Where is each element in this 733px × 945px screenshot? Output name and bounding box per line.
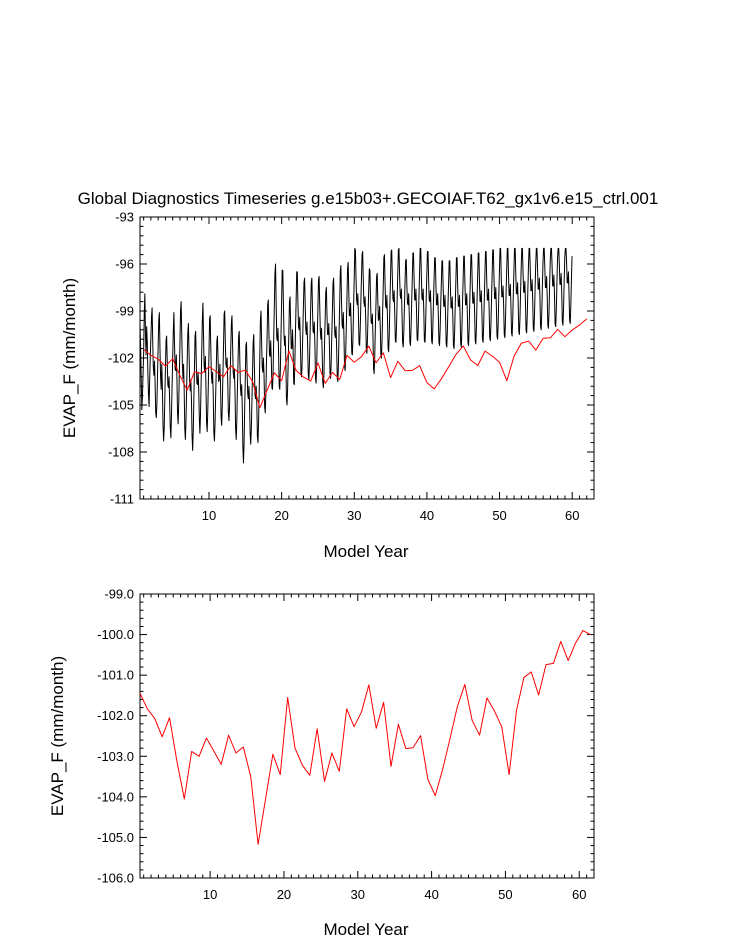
y-tick-label: -102.0 [97,708,134,723]
x-tick-label: 30 [351,887,365,902]
x-tick-label: 10 [202,508,216,523]
x-tick-label: 40 [424,887,438,902]
y-tick-label: -108 [108,445,134,460]
x-tick-label: 60 [572,887,586,902]
y-tick-label: -105 [108,398,134,413]
y-tick-label: -111 [110,492,134,507]
y-tick-label: -99 [115,304,134,319]
y-tick-label: -101.0 [97,668,134,683]
y-tick-label: -102 [108,351,134,366]
series-group [139,247,588,464]
series-group [139,630,591,845]
x-axis-label: Model Year [323,920,408,939]
y-ticks: -93 -96 -99 -102 -105 -108 -111 [108,210,594,507]
chart-title: Global Diagnostics Timeseries g.e15b03+.… [78,189,659,208]
y-tick-label: -106.0 [97,871,134,886]
y-tick-label: -104.0 [97,789,134,804]
x-tick-label: 60 [565,508,579,523]
x-axis-label: Model Year [323,542,408,561]
x-tick-label: 50 [492,508,506,523]
y-tick-label: -103.0 [97,749,134,764]
series-line-annual-mean [139,630,591,845]
x-tick-label: 30 [347,508,361,523]
plot-frame [139,216,595,500]
x-tick-label: 40 [420,508,434,523]
y-tick-label: -105.0 [97,830,134,845]
series-line-monthly [139,247,573,464]
series-line-annual-mean [143,318,588,409]
x-ticks: 10 20 30 40 50 60 [143,217,595,523]
plot-frame [139,593,595,879]
x-tick-label: 20 [274,508,288,523]
x-tick-label: 50 [498,887,512,902]
plot-top: -93 -96 -99 -102 -105 -108 -111 10 20 30 40 50 60 [108,210,595,523]
y-axis-label: EVAP_F (mm/month) [48,656,67,816]
plot-bottom: -99.0 -100.0 -101.0 -102.0 -103.0 -104.0 -105.… [97,587,595,902]
y-ticks: -99.0 -100.0 -101.0 -102.0 -103.0 -104.0 -105.… [97,587,594,886]
x-tick-label: 10 [203,887,217,902]
y-tick-label: -93 [115,210,134,225]
y-axis-label: EVAP_F (mm/month) [60,278,79,438]
x-tick-label: 20 [277,887,291,902]
y-tick-label: -96 [115,257,134,272]
x-ticks: 10 20 30 40 50 60 [143,594,595,902]
y-tick-label: -100.0 [97,627,134,642]
y-tick-label: -99.0 [104,587,134,602]
